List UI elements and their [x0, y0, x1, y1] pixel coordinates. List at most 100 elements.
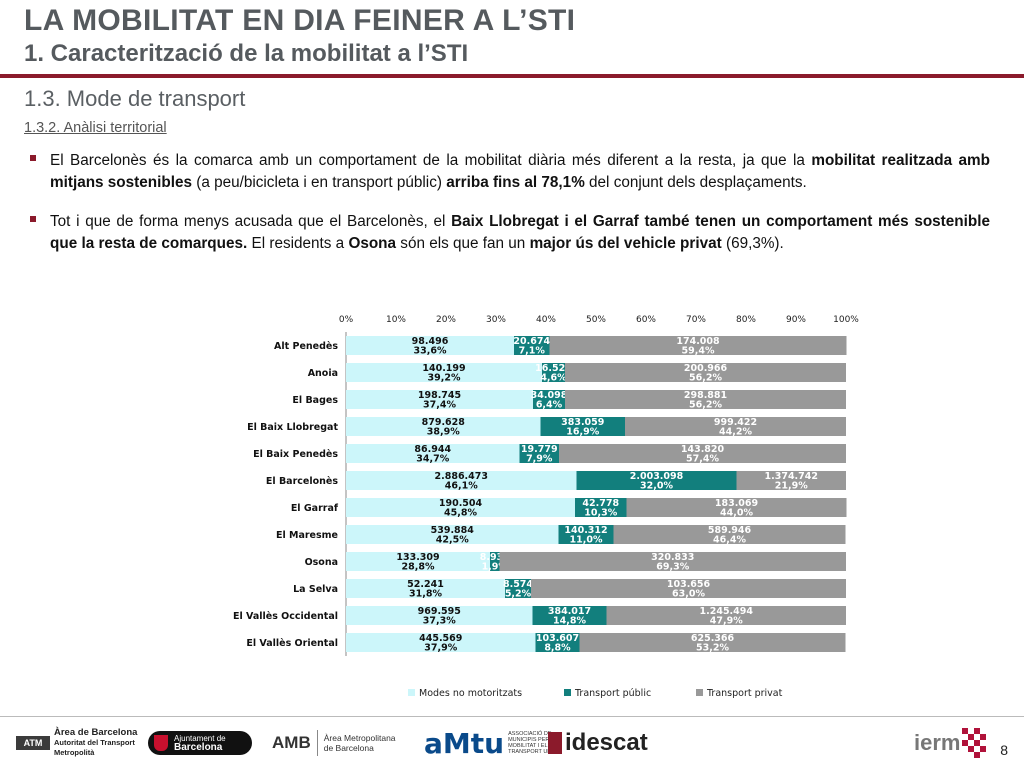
- data-label-percent: 46,4%: [713, 535, 746, 546]
- amb-line-2: de Barcelona: [323, 743, 374, 753]
- bar-segment: [540, 417, 625, 436]
- category-label: Osona: [305, 557, 338, 568]
- x-tick-label: 80%: [736, 315, 756, 325]
- amtu-logo-mark: aMtu: [424, 726, 505, 760]
- bar-segment: [531, 579, 846, 598]
- bold-text-run: Osona: [348, 234, 397, 252]
- data-label-value: 879.628: [422, 417, 466, 428]
- data-label-percent: 33,6%: [414, 346, 447, 357]
- bar-segment: [346, 363, 542, 382]
- ierm-logo-mark: ierm: [914, 730, 961, 755]
- category-label: La Selva: [293, 584, 338, 595]
- data-label-percent: 37,4%: [423, 400, 456, 411]
- data-label-percent: 5,2%: [505, 589, 532, 600]
- data-label-percent: 37,9%: [424, 643, 457, 654]
- category-label: Anoia: [308, 368, 338, 379]
- idescat-logo-mark: idescat: [565, 729, 648, 756]
- bullet-text: El Barcelonès és la comarca amb un compo…: [50, 152, 990, 191]
- data-label-percent: 56,2%: [689, 400, 722, 411]
- data-label-percent: 39,2%: [428, 373, 461, 384]
- bullet-item-barcelones: El Barcelonès és la comarca amb un compo…: [30, 150, 990, 193]
- idescat-logo-square: [548, 732, 562, 754]
- x-tick-label: 90%: [786, 315, 806, 325]
- bar-segment: [625, 417, 846, 436]
- category-label: El Vallès Oriental: [246, 638, 338, 649]
- data-label-value: 320.833: [651, 552, 694, 563]
- data-label-value: 86.944: [414, 444, 451, 455]
- bar-segment: [505, 579, 531, 598]
- data-label-value: 174.008: [676, 336, 720, 347]
- bar-segment: [514, 336, 550, 355]
- data-label-percent: 44,0%: [720, 508, 753, 519]
- bar-segment: [542, 363, 565, 382]
- bar-segment: [346, 471, 577, 490]
- data-label-percent: 14,8%: [553, 616, 586, 627]
- x-tick-label: 40%: [536, 315, 556, 325]
- data-label-value: 140.199: [422, 363, 465, 374]
- bar-segment: [346, 579, 505, 598]
- data-label-value: 52.241: [407, 579, 444, 590]
- data-label-value: 539.884: [431, 525, 475, 536]
- data-label-percent: 7,1%: [519, 346, 546, 357]
- atm-line-2: Autoritat del Transport: [54, 738, 135, 747]
- data-label-value: 589.946: [708, 525, 752, 536]
- atm-logo: ATM Àrea de Barcelona Autoritat del Tran…: [16, 724, 137, 762]
- bullet-list: El Barcelonès és la comarca amb un compo…: [30, 150, 990, 272]
- amtu-logo-text: ASSOCIACIÓ DE MUNICIPIS PER LA MOBILITAT…: [508, 731, 559, 755]
- legend-swatch: [696, 689, 703, 696]
- x-tick-label: 50%: [586, 315, 606, 325]
- bar-segment: [565, 390, 846, 409]
- bar-segment: [613, 525, 846, 544]
- bullet-text: Tot i que de forma menys acusada que el …: [50, 213, 990, 252]
- ajuntament-logo: Ajuntament de Barcelona: [148, 724, 252, 762]
- data-label-percent: 10,3%: [584, 508, 617, 519]
- data-label-percent: 1,9%: [482, 562, 509, 573]
- amb-logo-separator: [316, 730, 318, 756]
- bar-segment: [346, 552, 490, 571]
- bar-segment: [346, 525, 559, 544]
- data-label-value: 133.309: [396, 552, 439, 563]
- data-label-value: 1.374.742: [765, 471, 819, 482]
- bold-text-run: Baix Llobregat i el Garraf també tenen u…: [50, 213, 990, 252]
- bar-segment: [519, 444, 559, 463]
- data-label-value: 103.607: [536, 633, 579, 644]
- bar-segment: [346, 498, 575, 517]
- bar-segment: [606, 606, 846, 625]
- data-label-value: 34.098: [531, 390, 568, 401]
- legend-label: Transport privat: [706, 688, 783, 699]
- data-label-value: 190.504: [439, 498, 483, 509]
- data-label-value: 969.595: [418, 606, 461, 617]
- text-run: (a peu/bicicleta i en transport públic): [191, 173, 447, 191]
- data-label-value: 16.522: [535, 363, 572, 374]
- bar-segment: [575, 498, 627, 517]
- text-run: El residents a: [247, 234, 349, 252]
- bar-segment: [579, 633, 846, 652]
- data-label-value: 19.779: [521, 444, 558, 455]
- data-label-percent: 63,0%: [672, 589, 705, 600]
- bar-segment: [499, 552, 846, 571]
- legend-swatch: [408, 689, 415, 696]
- section-heading: 1.3. Mode de transport: [24, 86, 246, 111]
- amb-logo-text: Àrea Metropolitana de Barcelona: [324, 733, 396, 753]
- bullet-square-icon: [30, 155, 36, 161]
- x-tick-label: 30%: [486, 315, 506, 325]
- bullet-item-baix-llobregat: Tot i que de forma menys acusada que el …: [30, 211, 990, 254]
- category-label: El Maresme: [276, 530, 338, 541]
- idescat-logo: idescat: [548, 724, 648, 762]
- text-run: Tot i que de forma menys acusada que el …: [50, 213, 452, 230]
- data-label-percent: 6,4%: [536, 400, 563, 411]
- amb-line-1: Àrea Metropolitana: [323, 733, 396, 743]
- data-label-percent: 56,2%: [689, 373, 722, 384]
- bar-segment: [626, 498, 847, 517]
- data-label-value: 2.003.098: [630, 471, 684, 482]
- category-label: El Baix Llobregat: [247, 422, 338, 433]
- bar-segment: [346, 417, 541, 436]
- category-label: El Garraf: [291, 503, 339, 514]
- data-label-percent: 38,9%: [427, 427, 460, 438]
- atm-line-1: Àrea de Barcelona: [54, 727, 138, 738]
- data-label-percent: 4,6%: [540, 373, 567, 384]
- legend-label: Transport públic: [574, 688, 651, 699]
- page-title: LA MOBILITAT EN DIA FEINER A L’STI: [24, 4, 576, 37]
- bar-segment: [565, 363, 846, 382]
- amb-logo-mark: AMB: [272, 733, 311, 752]
